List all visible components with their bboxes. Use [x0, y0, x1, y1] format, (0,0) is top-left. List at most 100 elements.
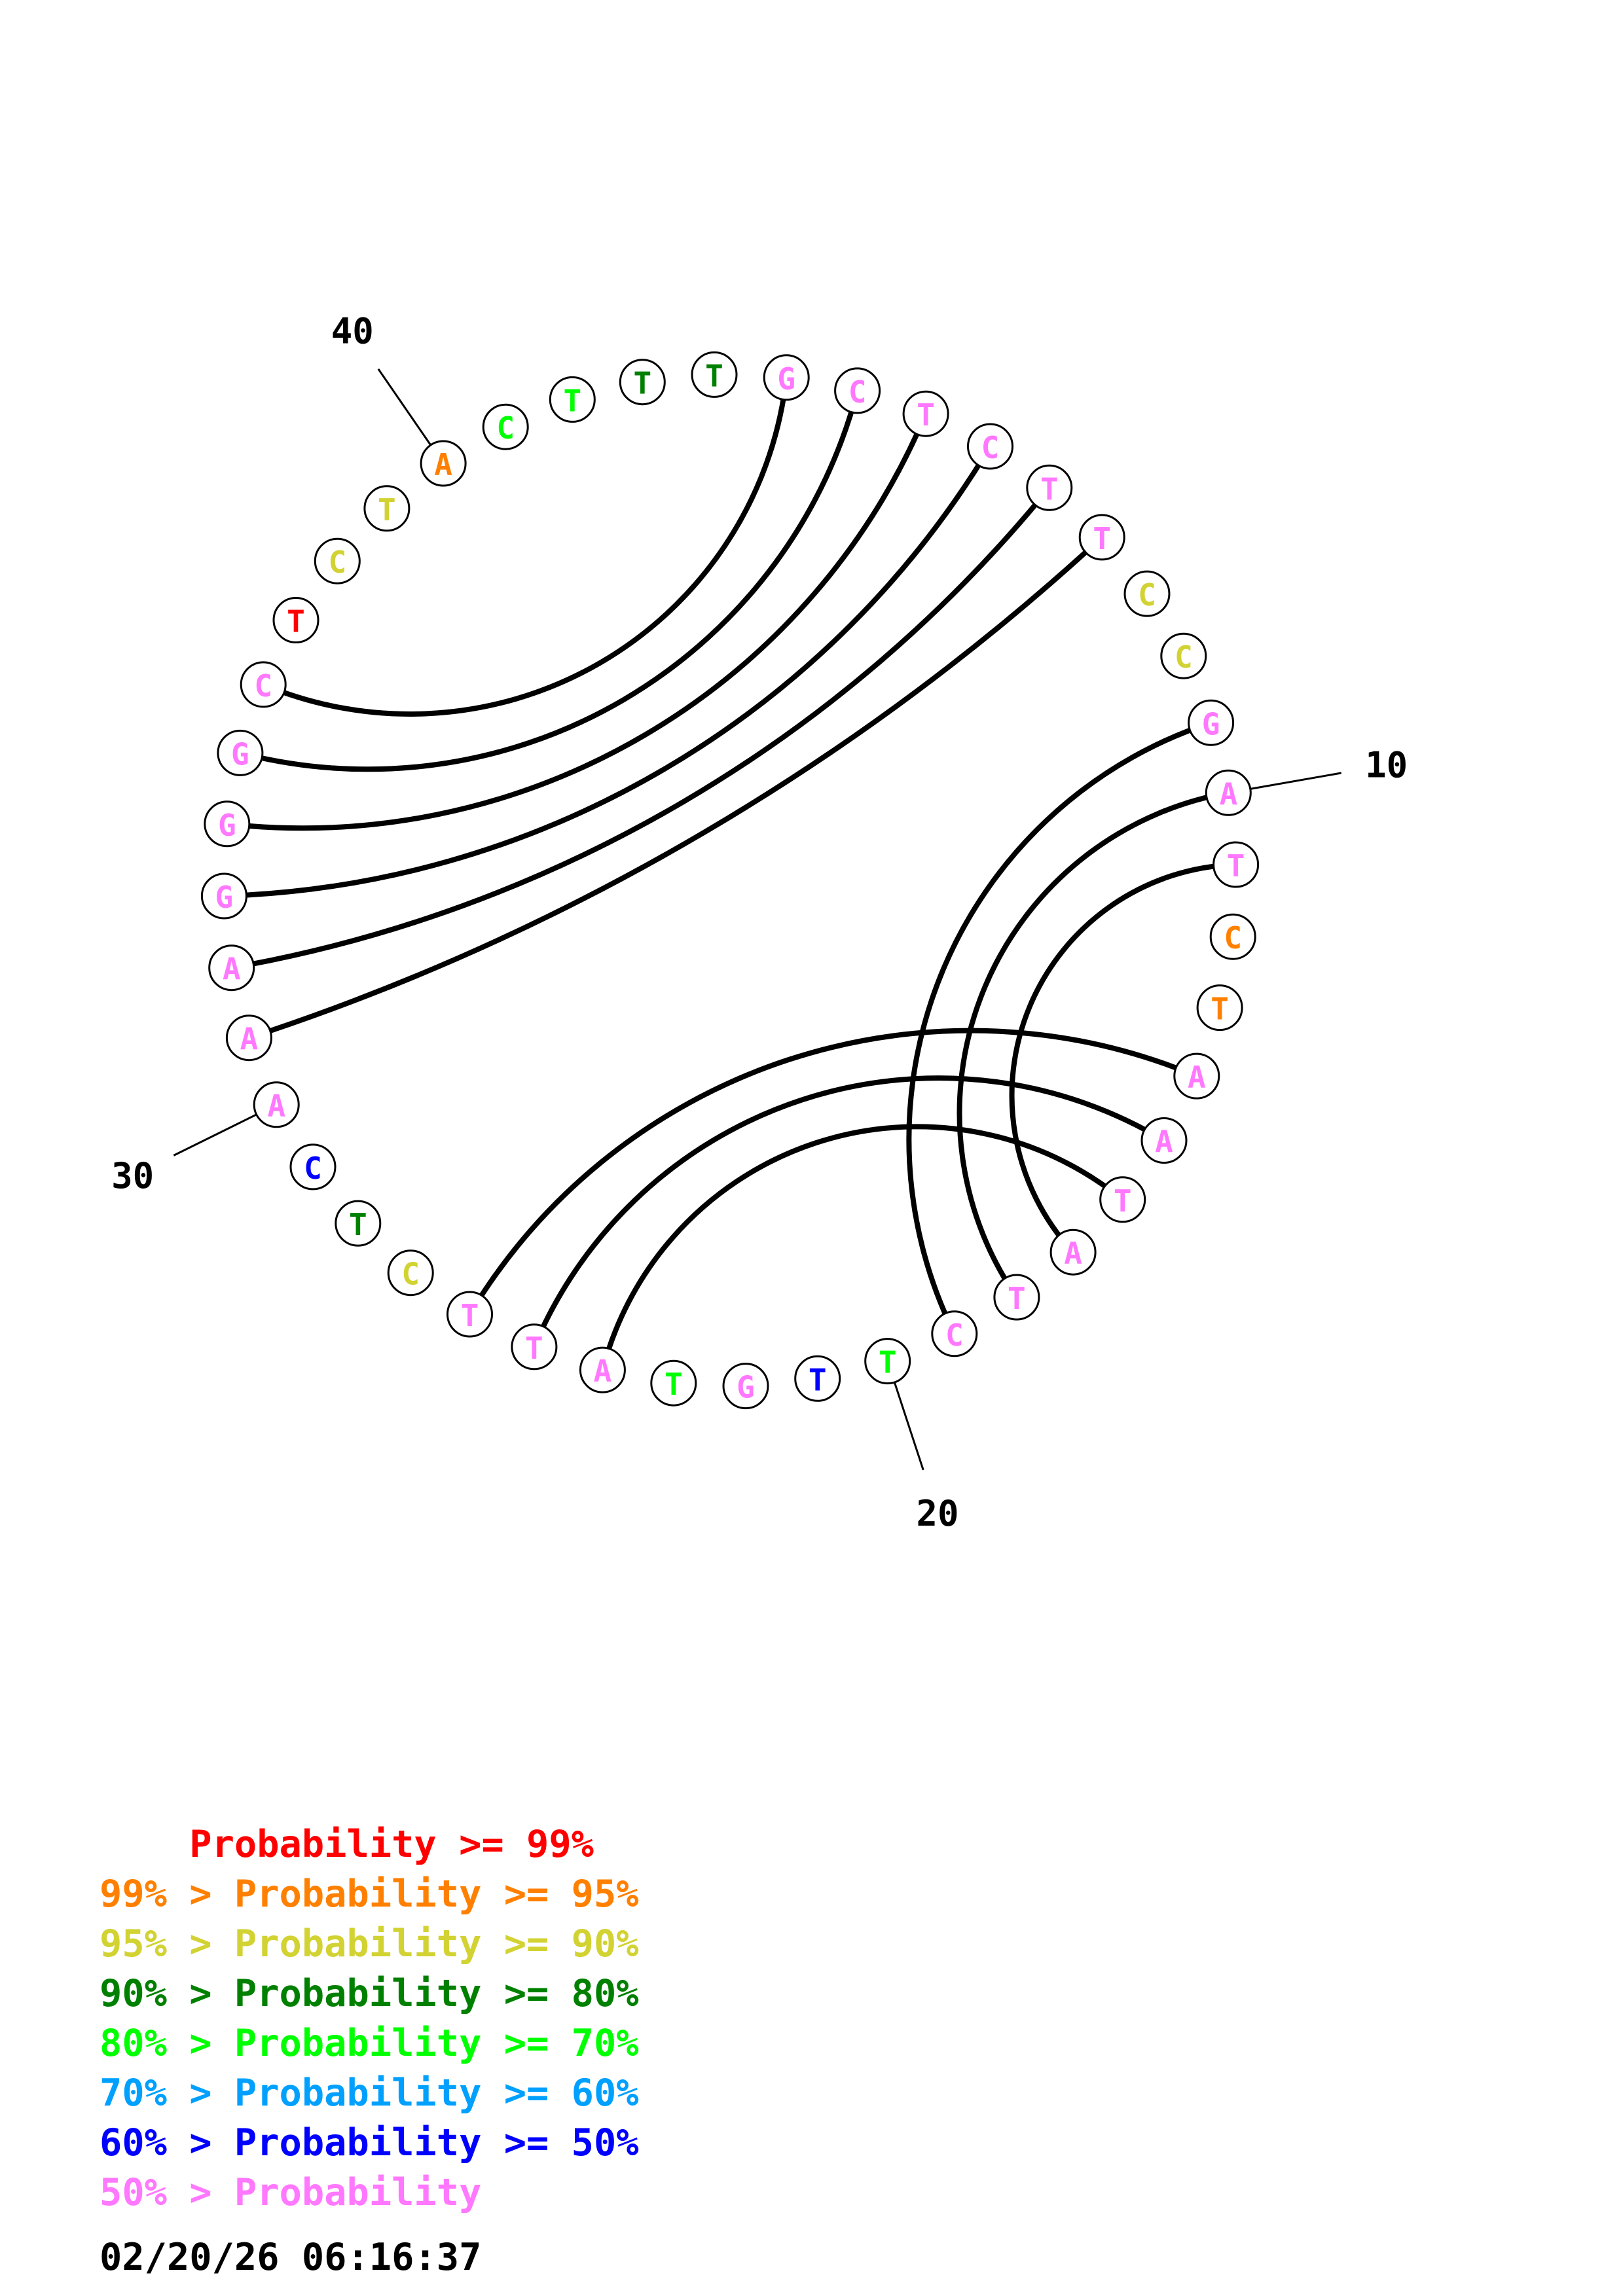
nucleotide-base: C [1224, 920, 1242, 956]
nucleotide-circle [225, 1014, 272, 1062]
nucleotide-circle [1140, 1117, 1188, 1164]
position-tick [893, 1382, 924, 1471]
nucleotide-circle [763, 354, 810, 401]
position-tick [173, 1113, 257, 1157]
nucleotide-base: C [981, 430, 1000, 465]
nucleotide-base: A [594, 1354, 612, 1389]
nucleotide-circle [834, 367, 881, 414]
nucleotide-circle [253, 1081, 300, 1128]
position-ticks: 10 20 30 40 [111, 311, 1408, 1534]
nucleotide: T [650, 1359, 697, 1407]
nucleotide-base: A [434, 447, 452, 482]
nucleotide-circle [335, 1200, 382, 1247]
nucleotide-circle [549, 376, 596, 423]
legend-entry: 90% > Probability >= 80% [100, 1972, 639, 2015]
nucleotide-base: A [267, 1088, 285, 1124]
timestamp: 02/20/26 06:16:37 [100, 2236, 482, 2279]
nucleotide-circle [447, 1291, 493, 1338]
nucleotide-base: T [1008, 1281, 1026, 1316]
nucleotide: C [834, 367, 881, 414]
nucleotide-base: C [1175, 639, 1193, 675]
nucleotide-circle [1213, 841, 1260, 888]
nucleotide-circle [864, 1338, 911, 1385]
nucleotide: T [794, 1355, 841, 1402]
nucleotide-circle [1123, 570, 1171, 617]
nucleotide-base: G [737, 1370, 755, 1405]
legend-entry: 70% > Probability >= 60% [100, 2072, 639, 2115]
nucleotide-circle [363, 485, 410, 532]
nucleotide: C [1123, 570, 1171, 617]
nucleotide-base: T [705, 358, 723, 393]
base-pair-arc [600, 1124, 1125, 1373]
nucleotide-circle [200, 872, 247, 920]
nucleotide-circle [967, 423, 1013, 470]
nucleotide: C [289, 1143, 337, 1191]
nucleotide-base: A [1219, 776, 1237, 812]
nucleotide-circle [387, 1249, 434, 1297]
nucleotide: T [902, 390, 949, 437]
nucleotide-base: T [809, 1362, 827, 1397]
nucleotide: A [1140, 1117, 1188, 1164]
nucleotide-base: C [254, 668, 272, 704]
nucleotide-circle [794, 1355, 841, 1402]
nucleotide-base: A [1188, 1060, 1206, 1095]
base-pair-arc [246, 534, 1105, 1041]
nucleotide-base: T [917, 397, 935, 433]
nucleotide-circle [208, 944, 255, 992]
nucleotide-circle [204, 800, 251, 848]
nucleotide-circle [650, 1359, 697, 1407]
nucleotide: T [1078, 514, 1125, 561]
nucleotide-base: T [287, 604, 305, 639]
nucleotide: C [482, 403, 529, 450]
nucleotide-base: T [378, 492, 396, 528]
nucleotide: C [314, 537, 361, 584]
nucleotide-circle [1049, 1229, 1097, 1276]
nucleotide: T [511, 1323, 558, 1371]
nucleotide-base: C [945, 1318, 964, 1353]
nucleotide-base: T [665, 1367, 683, 1402]
nucleotide: A [1205, 769, 1252, 816]
nucleotide-circle [1078, 514, 1125, 561]
nucleotide: T [993, 1274, 1040, 1321]
nucleotide: T [272, 597, 319, 643]
base-pair-arc [224, 411, 929, 831]
nucleotide-base: T [461, 1298, 479, 1333]
nucleotide-base: T [1093, 521, 1111, 556]
legend-entry: Probability >= 99% [100, 1823, 594, 1866]
nucleotide: T [335, 1200, 382, 1247]
nucleotide-circle [722, 1363, 769, 1410]
nucleotide-base: C [401, 1257, 420, 1292]
nucleotide-circle [289, 1143, 337, 1191]
nucleotide-base: T [1040, 471, 1059, 507]
base-pair-arc [957, 790, 1231, 1300]
nucleotide-base: G [231, 736, 249, 772]
nucleotide-circle [993, 1274, 1040, 1321]
nucleotide-base: G [1202, 706, 1220, 742]
base-pair-arcs [221, 374, 1239, 1373]
nucleotide-base: T [525, 1331, 543, 1366]
nucleotide-base: A [1155, 1124, 1173, 1160]
nucleotide: G [722, 1363, 769, 1410]
nucleotide: C [1209, 913, 1256, 960]
nucleotide: C [1160, 632, 1207, 679]
nucleotide-circle [511, 1323, 558, 1371]
nucleotide-base: C [496, 410, 515, 446]
nucleotide: A [420, 440, 467, 487]
nucleotide-circle [691, 351, 738, 398]
nucleotide-base: C [848, 374, 867, 410]
nucleotide-circle [1099, 1176, 1146, 1223]
nucleotide-base: T [1114, 1183, 1132, 1219]
nucleotide-circle [1209, 913, 1256, 960]
nucleotide-base: A [1064, 1236, 1082, 1271]
nucleotide-base: T [1227, 848, 1245, 884]
nucleotide-circle [272, 597, 319, 643]
nucleotide-circle [1188, 699, 1235, 746]
position-tick [1250, 772, 1341, 790]
nucleotide: G [217, 729, 264, 776]
nucleotide-circle [579, 1346, 626, 1393]
nucleotide-circle [931, 1310, 978, 1357]
nucleotide-base: T [1211, 992, 1229, 1027]
base-pair-arc [906, 720, 1214, 1336]
nucleotide: A [253, 1081, 300, 1128]
